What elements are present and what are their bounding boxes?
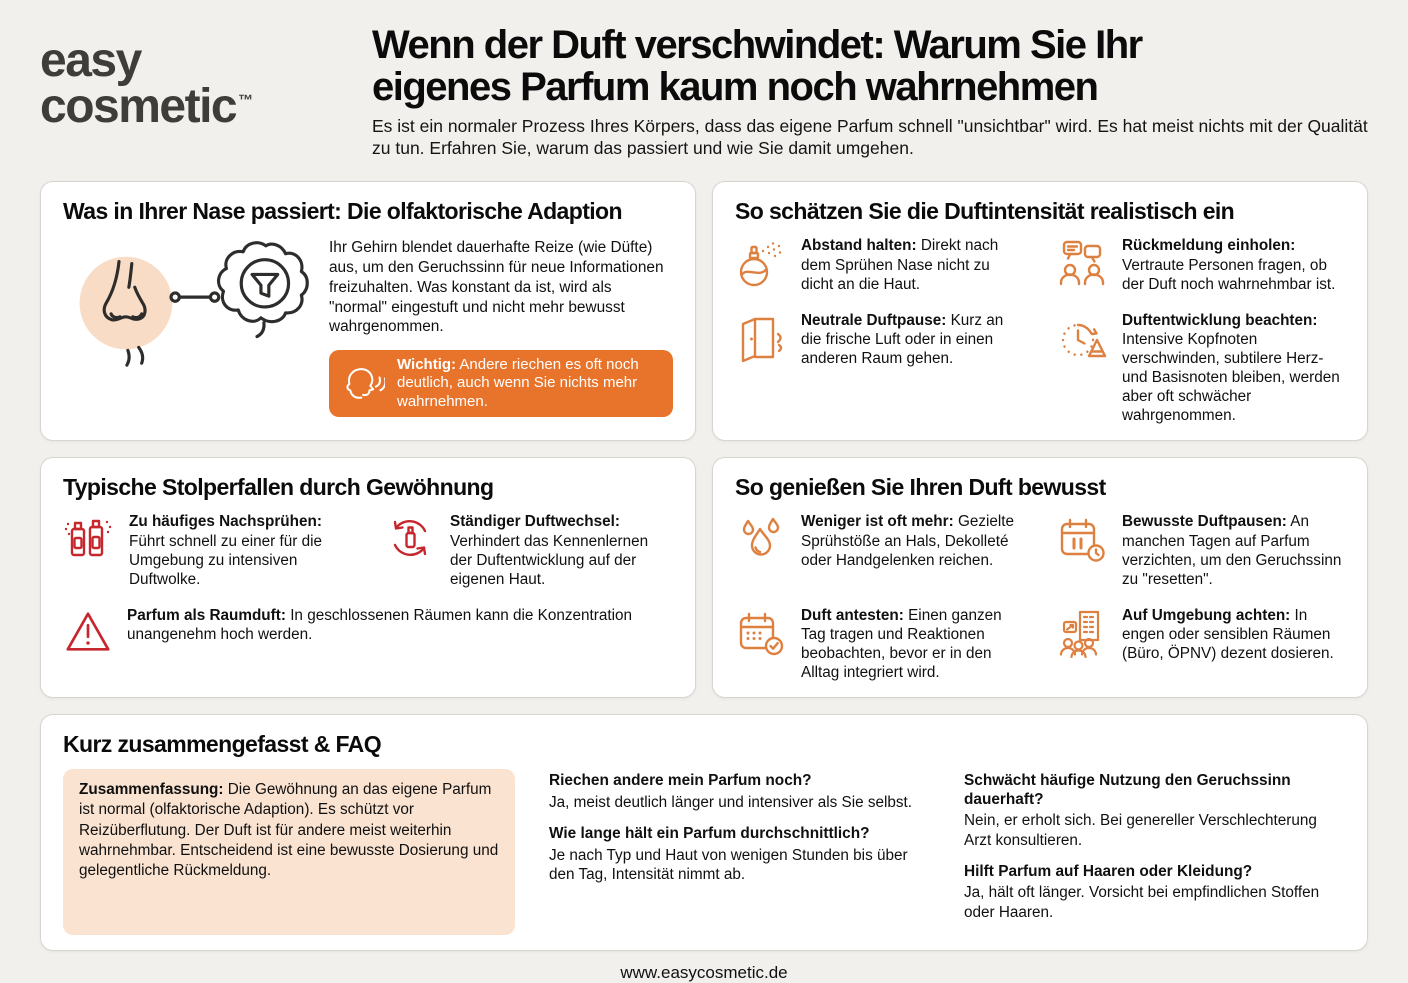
pitfall-item-duftwechsel: Ständiger Duftwechsel: Verhindert das Ke…: [384, 512, 673, 588]
office-people-icon: [1056, 606, 1108, 658]
card-title: So genießen Sie Ihren Duft bewusst: [735, 474, 1106, 501]
open-door-icon: [735, 311, 787, 363]
perfume-spray-icon: [735, 236, 787, 288]
enjoy-item-duftpausen: Bewusste Duftpausen: An manchen Tagen au…: [1056, 512, 1345, 588]
callout-label: Wichtig:: [397, 356, 457, 374]
cards-grid: Was in Ihrer Nase passiert: Die olfaktor…: [40, 181, 1368, 699]
page-subtitle: Es ist ein normaler Prozess Ihres Körper…: [372, 116, 1368, 159]
card-summary-faq: Kurz zusammengefasst & FAQ Zusammenfassu…: [40, 714, 1368, 951]
card-title: Typische Stolperfallen durch Gewöhnung: [63, 474, 494, 501]
enjoy-item-antesten: Duft antesten: Einen ganzen Tag tragen u…: [735, 606, 1024, 682]
faq-item: Riechen andere mein Parfum noch? Ja, mei…: [549, 772, 913, 811]
smelling-face-icon: [346, 368, 385, 400]
enjoy-item-umgebung: Auf Umgebung achten: In engen oder sensi…: [1056, 606, 1345, 682]
faq-column-2: Schwächt häufige Nutzung den Geruchssinn…: [964, 769, 1345, 935]
clock-pyramid-icon: [1056, 311, 1108, 363]
logo-line1: easy: [40, 34, 142, 87]
page-header: easy cosmetic ™ Wenn der Duft verschwinde…: [40, 24, 1368, 159]
card-typical-pitfalls: Typische Stolperfallen durch Gewöhnung: [40, 457, 696, 699]
easycosmetic-logo: easy cosmetic ™: [40, 24, 340, 130]
enjoy-item-weniger: Weniger ist oft mehr: Gezielte Sprühstöß…: [735, 512, 1024, 588]
people-talking-icon: [1056, 236, 1108, 288]
card-olfactory-adaption: Was in Ihrer Nase passiert: Die olfaktor…: [40, 181, 696, 442]
infographic-page: easy cosmetic ™ Wenn der Duft verschwinde…: [40, 24, 1368, 982]
callout-text: Andere riechen es oft noch deutlich, auc…: [397, 356, 639, 410]
summary-box: Zusammenfassung: Die Gewöhnung an das ei…: [63, 769, 515, 935]
website-url: www.easycosmetic.de: [620, 962, 788, 982]
card-fragrance-intensity: So schätzen Sie die Duftintensität reali…: [712, 181, 1368, 442]
faq-item: Hilft Parfum auf Haaren oder Kleidung? J…: [964, 862, 1320, 921]
faq-column-1: Riechen andere mein Parfum noch? Ja, mei…: [549, 769, 930, 935]
card-title: Was in Ihrer Nase passiert: Die olfaktor…: [63, 198, 623, 225]
tip-item-abstand-halten: Abstand halten: Direkt nach dem Sprühen …: [735, 236, 1024, 293]
pitfall-item-nachspruehen: Zu häufiges Nachsprühen: Führt schnell z…: [63, 512, 352, 588]
card-title: So schätzen Sie die Duftintensität reali…: [735, 198, 1235, 225]
card-enjoy-consciously: So genießen Sie Ihren Duft bewusst Wenig…: [712, 457, 1368, 699]
tip-item-rueckmeldung: Rückmeldung einholen: Vertraute Personen…: [1056, 236, 1345, 293]
drops-icon: [735, 512, 787, 564]
adaption-body-text: Ihr Gehirn blendet dauerhafte Reize (wie…: [329, 239, 664, 336]
warning-triangle-icon: [63, 606, 113, 658]
tip-item-duftentwicklung: Duftentwicklung beachten: Intensive Kopf…: [1056, 311, 1345, 426]
page-footer: www.easycosmetic.de: [40, 963, 1368, 983]
header-text: Wenn der Duft verschwindet: Warum Sie Ih…: [372, 24, 1368, 159]
faq-item: Wie lange hält ein Parfum durchschnittli…: [549, 825, 908, 883]
cycle-bottle-icon: [384, 512, 436, 564]
calendar-check-icon: [735, 606, 787, 658]
faq-item: Schwächt häufige Nutzung den Geruchssinn…: [964, 772, 1317, 849]
tip-item-duftpause: Neutrale Duftpause: Kurz an die frische …: [735, 311, 1024, 426]
summary-label: Zusammenfassung:: [79, 781, 224, 799]
logo-line2: cosmetic: [40, 80, 238, 134]
important-callout: Wichtig: Andere riechen es oft noch deut…: [329, 350, 673, 417]
page-title: Wenn der Duft verschwindet: Warum Sie Ih…: [372, 23, 1143, 109]
pitfall-item-raumduft: Parfum als Raumduft: In geschlossenen Rä…: [63, 606, 673, 658]
card-title: Kurz zusammengefasst & FAQ: [63, 731, 382, 758]
trademark-symbol: ™: [238, 92, 254, 110]
spray-cans-icon: [63, 512, 115, 564]
nose-brain-filter-illustration: [79, 241, 309, 368]
calendar-pause-icon: [1056, 512, 1108, 564]
